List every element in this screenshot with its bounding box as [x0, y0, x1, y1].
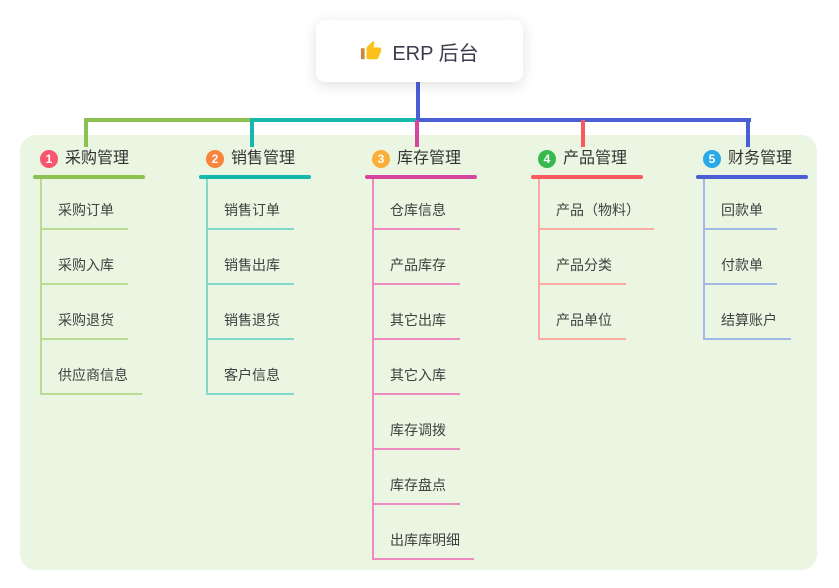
branch-child-rail [703, 179, 705, 340]
branch-node-product[interactable]: 4 产品管理 [538, 148, 627, 170]
child-node[interactable]: 库存调拨 [372, 421, 460, 450]
child-node[interactable]: 采购订单 [40, 201, 128, 230]
branch-underline [531, 175, 643, 179]
child-node[interactable]: 库存盘点 [372, 476, 460, 505]
branch-underline [199, 175, 311, 179]
root-title: ERP 后台 [392, 42, 479, 65]
connector-elbow-sales [250, 120, 254, 147]
branch-node-inventory[interactable]: 3 库存管理 [372, 148, 461, 170]
branch-label: 采购管理 [65, 150, 130, 167]
child-node[interactable]: 其它入库 [372, 366, 460, 395]
root-node[interactable]: ERP 后台 [316, 20, 523, 82]
branch-node-purchase[interactable]: 1 采购管理 [40, 148, 129, 170]
child-node[interactable]: 销售订单 [206, 201, 294, 230]
branch-number-badge: 4 [538, 150, 556, 168]
connector-elbow-finance [746, 120, 750, 147]
child-node[interactable]: 采购入库 [40, 256, 128, 285]
branch-node-finance[interactable]: 5 财务管理 [703, 148, 792, 170]
branch-child-rail [538, 179, 540, 340]
connector-elbow-inventory [415, 120, 419, 147]
child-node[interactable]: 产品分类 [538, 256, 626, 285]
child-node[interactable]: 产品（物料） [538, 201, 654, 230]
child-node[interactable]: 产品库存 [372, 256, 460, 285]
child-node[interactable]: 供应商信息 [40, 366, 142, 395]
branch-underline [696, 175, 808, 179]
child-node[interactable]: 付款单 [703, 256, 777, 285]
child-node[interactable]: 结算账户 [703, 311, 791, 340]
connector-bus-teal [250, 118, 420, 122]
branch-child-rail [40, 179, 42, 395]
connector-bus-green [84, 118, 254, 122]
branch-label: 库存管理 [397, 150, 462, 167]
thumbs-up-icon [360, 40, 382, 62]
branch-number-badge: 2 [206, 150, 224, 168]
child-node[interactable]: 出库库明细 [372, 531, 474, 560]
child-node[interactable]: 销售出库 [206, 256, 294, 285]
connector-elbow-purchase [84, 120, 88, 147]
background-panel [20, 135, 817, 570]
connector-root-drop [416, 82, 420, 120]
branch-child-rail [372, 179, 374, 560]
branch-number-badge: 5 [703, 150, 721, 168]
branch-label: 产品管理 [563, 150, 628, 167]
child-node[interactable]: 客户信息 [206, 366, 294, 395]
branch-underline [365, 175, 477, 179]
branch-child-rail [206, 179, 208, 395]
child-node[interactable]: 回款单 [703, 201, 777, 230]
branch-node-sales[interactable]: 2 销售管理 [206, 148, 295, 170]
child-node[interactable]: 采购退货 [40, 311, 128, 340]
child-node[interactable]: 销售退货 [206, 311, 294, 340]
branch-number-badge: 3 [372, 150, 390, 168]
child-node[interactable]: 仓库信息 [372, 201, 460, 230]
child-node[interactable]: 产品单位 [538, 311, 626, 340]
branch-underline [33, 175, 145, 179]
branch-label: 财务管理 [728, 150, 793, 167]
child-node[interactable]: 其它出库 [372, 311, 460, 340]
connector-elbow-product [581, 120, 585, 147]
branch-number-badge: 1 [40, 150, 58, 168]
branch-label: 销售管理 [231, 150, 296, 167]
